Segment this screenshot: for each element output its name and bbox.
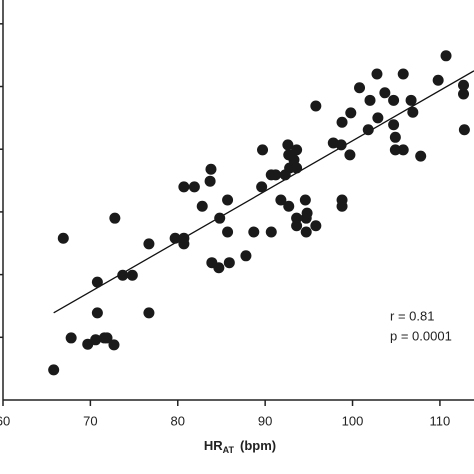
x-tick-label: 80 bbox=[171, 413, 185, 428]
point bbox=[291, 212, 303, 224]
point bbox=[335, 139, 347, 151]
x-label-unit: (bpm) bbox=[240, 438, 276, 453]
point bbox=[388, 119, 400, 131]
x-tick-label: 60 bbox=[0, 413, 10, 428]
point bbox=[240, 250, 252, 262]
point bbox=[257, 144, 269, 156]
point bbox=[222, 226, 234, 238]
point bbox=[283, 200, 295, 212]
point bbox=[270, 169, 282, 181]
point bbox=[291, 144, 303, 156]
point bbox=[291, 162, 303, 174]
point bbox=[256, 181, 268, 193]
point bbox=[169, 232, 181, 244]
x-tick-label: 70 bbox=[83, 413, 97, 428]
point bbox=[371, 68, 383, 80]
point bbox=[282, 139, 294, 151]
point bbox=[90, 334, 102, 346]
point bbox=[336, 116, 348, 128]
point bbox=[178, 181, 190, 193]
point bbox=[57, 232, 69, 244]
point bbox=[379, 87, 391, 99]
point bbox=[248, 226, 260, 238]
point bbox=[388, 94, 400, 106]
point bbox=[291, 220, 303, 232]
point bbox=[65, 332, 77, 344]
point bbox=[372, 112, 384, 124]
point bbox=[205, 163, 217, 175]
point bbox=[143, 238, 155, 250]
point bbox=[143, 307, 155, 319]
point bbox=[301, 207, 313, 219]
point bbox=[222, 194, 234, 206]
point bbox=[344, 149, 356, 161]
x-tick-label: 110 bbox=[430, 413, 451, 428]
point bbox=[458, 124, 470, 136]
point bbox=[48, 364, 60, 376]
point bbox=[397, 68, 409, 80]
point bbox=[397, 144, 409, 156]
point bbox=[265, 226, 277, 238]
point bbox=[214, 212, 226, 224]
point bbox=[101, 332, 113, 344]
point bbox=[204, 175, 216, 187]
point bbox=[336, 194, 348, 206]
point bbox=[91, 276, 103, 288]
point bbox=[117, 269, 129, 281]
point bbox=[362, 124, 374, 136]
point bbox=[299, 194, 311, 206]
x-tick-label: 100 bbox=[342, 413, 364, 428]
point bbox=[275, 194, 287, 206]
point bbox=[126, 269, 138, 281]
point bbox=[458, 79, 470, 91]
x-label-main: HR bbox=[204, 438, 223, 453]
point bbox=[213, 262, 225, 274]
point bbox=[432, 74, 444, 86]
point bbox=[364, 94, 376, 106]
point bbox=[91, 307, 103, 319]
point bbox=[440, 50, 452, 62]
x-tick-label: 90 bbox=[258, 413, 272, 428]
annotation: r = 0.81 bbox=[390, 308, 434, 323]
point bbox=[345, 107, 357, 119]
point bbox=[178, 232, 190, 244]
point bbox=[310, 220, 322, 232]
point bbox=[415, 150, 427, 162]
point bbox=[300, 226, 312, 238]
point bbox=[407, 106, 419, 118]
point bbox=[458, 88, 470, 100]
x-label-sub: AT bbox=[223, 445, 235, 455]
x-axis-label: HRAT (bpm) bbox=[204, 438, 276, 455]
point bbox=[188, 181, 200, 193]
point bbox=[223, 257, 235, 269]
point bbox=[108, 339, 120, 351]
point bbox=[405, 94, 417, 106]
point bbox=[354, 82, 366, 94]
point bbox=[196, 200, 208, 212]
point bbox=[389, 131, 401, 143]
point bbox=[310, 100, 322, 112]
annotation: p = 0.0001 bbox=[390, 328, 452, 343]
point bbox=[109, 212, 121, 224]
point bbox=[389, 144, 401, 156]
